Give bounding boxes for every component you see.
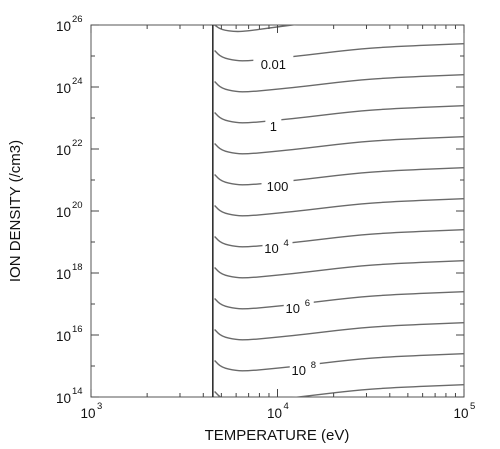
- x-tick-labels: 10 3 10 4 10 5: [80, 401, 475, 421]
- contour-line: [214, 25, 298, 33]
- y-axis-title: ION DENSITY (/cm3): [7, 140, 24, 282]
- contour-label: 100: [267, 179, 289, 194]
- contour-label-exponent: 8: [311, 360, 316, 371]
- contour-label-background: [289, 360, 320, 378]
- x-tick-label-exponent: 3: [97, 401, 102, 412]
- contour-labels: 0.01 1 100 10 4 10 6 10 8: [261, 57, 316, 378]
- y-tick-label-exponent: 20: [72, 200, 83, 211]
- contour-label: 10: [292, 363, 306, 378]
- contour-label: 0.01: [261, 57, 286, 72]
- y-tick-label-exponent: 24: [72, 76, 83, 87]
- contour-label: 10: [264, 241, 278, 256]
- y-tick-label: 10: [56, 329, 71, 344]
- x-tick-label-exponent: 5: [470, 401, 475, 412]
- y-tick-label-exponent: 18: [72, 262, 83, 273]
- contour-line: [214, 291, 464, 310]
- contour-line: [214, 322, 464, 341]
- y-tick-label: 10: [56, 391, 71, 406]
- plot-area: [90, 24, 465, 398]
- y-tick-label: 10: [56, 267, 71, 282]
- contour-label: 1: [270, 119, 277, 134]
- contour-line: [214, 353, 464, 372]
- contour-label-exponent: 4: [284, 238, 289, 249]
- x-tick-label: 10: [267, 406, 282, 421]
- contour-line: [214, 260, 464, 279]
- x-axis-title: TEMPERATURE (eV): [205, 427, 350, 444]
- contour-label-background: [262, 238, 293, 256]
- x-tick-label: 10: [453, 406, 468, 421]
- contour-label-background: [253, 54, 294, 72]
- y-tick-label-exponent: 22: [72, 138, 83, 149]
- contour-line: [214, 136, 464, 155]
- y-tick-label-exponent: 26: [72, 14, 83, 25]
- x-tick-label: 10: [80, 406, 95, 421]
- contour-label-background: [265, 116, 282, 134]
- contour-label: 10: [286, 301, 300, 316]
- y-tick-label: 10: [56, 19, 71, 34]
- y-tick-label: 10: [56, 81, 71, 96]
- y-tick-label-exponent: 14: [72, 386, 83, 397]
- y-tick-label: 10: [56, 143, 71, 158]
- x-tick-label-exponent: 4: [284, 401, 289, 412]
- y-tick-label-exponent: 16: [72, 324, 83, 335]
- contour-line: [214, 198, 464, 217]
- contour-line: [214, 74, 464, 93]
- contour-label-backgrounds: [253, 54, 320, 378]
- axis-ticks: [90, 24, 465, 398]
- y-tick-label: 10: [56, 205, 71, 220]
- contour-label-background: [261, 176, 294, 194]
- contour-line: [214, 384, 464, 397]
- contour-label-exponent: 6: [305, 298, 310, 309]
- contour-label-background: [283, 298, 314, 316]
